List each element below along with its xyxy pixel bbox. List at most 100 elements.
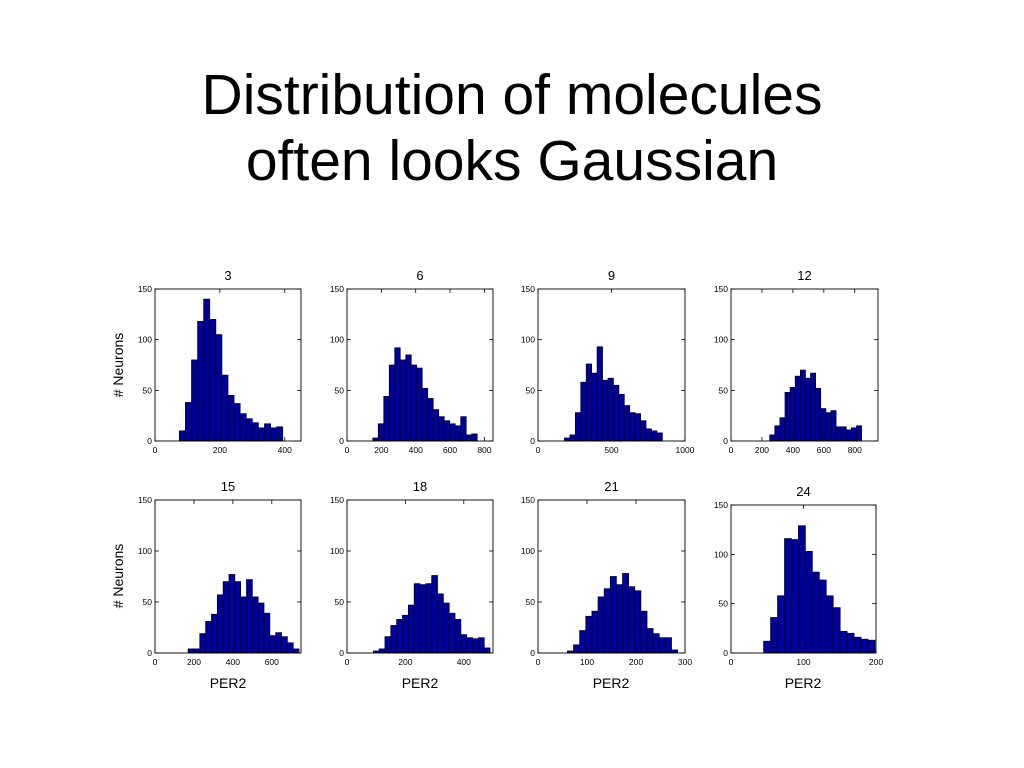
histogram-bar [407, 604, 415, 654]
panel-title: 3 [224, 268, 231, 283]
histogram-bar [203, 298, 211, 442]
histogram-bar [394, 347, 401, 442]
histogram-panel-3: 0 50 100 150 0 200 400 3 [138, 268, 302, 455]
y-tick-label: 100 [521, 335, 535, 345]
y-tick-label: 50 [719, 385, 729, 395]
histogram-bar [656, 432, 663, 442]
histogram-bar [228, 574, 236, 654]
histogram-bar [835, 426, 842, 442]
x-tick-label: 600 [817, 445, 831, 455]
histogram-bar [425, 583, 433, 654]
histogram-bar [264, 423, 271, 442]
histogram-bar [443, 602, 450, 654]
histogram-bar [483, 647, 491, 654]
histogram-bar [811, 571, 820, 654]
y-axis-label-row-1: # Neurons [110, 333, 126, 398]
histogram-bar [596, 346, 603, 442]
histogram-bar [839, 630, 848, 654]
histogram-bar [629, 412, 636, 442]
histogram-bar [805, 551, 813, 654]
histogram-bar [622, 573, 630, 654]
y-tick-label: 0 [147, 648, 152, 658]
histogram-bar [378, 648, 386, 654]
axes-box [537, 499, 686, 654]
histogram-bar [846, 632, 855, 654]
y-tick-label: 150 [138, 284, 152, 294]
histogram-bar [585, 615, 593, 654]
histogram-bar [251, 422, 259, 442]
histogram-bar [449, 423, 456, 442]
histogram-bar [438, 416, 445, 442]
histogram-bar [798, 525, 806, 654]
histogram-bar [613, 384, 620, 442]
histogram-bar [652, 633, 660, 654]
histogram-bar [640, 610, 648, 654]
histogram-bar [805, 377, 811, 442]
histogram-bar [211, 613, 218, 654]
histogram-bar [784, 392, 791, 442]
histogram-bar [416, 367, 423, 442]
histogram-bar [443, 420, 451, 442]
y-tick-label: 100 [714, 549, 728, 559]
x-tick-label: 0 [536, 657, 541, 667]
x-tick-label: 0 [729, 445, 734, 455]
y-tick-label: 50 [335, 597, 345, 607]
histogram-panel-21: 0 50 100 150 0 100 200 300 21 [521, 479, 693, 667]
y-tick-label: 150 [138, 495, 152, 505]
y-axis-label-row-2: # Neurons [110, 544, 126, 609]
y-tick-label: 150 [714, 500, 728, 510]
histogram-bar [616, 584, 623, 654]
x-tick-label: 200 [755, 445, 769, 455]
x-tick-label: 0 [153, 657, 158, 667]
histogram-panel-9: 0 50 100 150 0 500 1000 9 [521, 268, 695, 455]
histogram-bar [856, 425, 862, 442]
histogram-bar [465, 434, 473, 442]
histogram-bar [281, 636, 288, 654]
histogram-bar [233, 403, 241, 442]
histogram-bar [410, 364, 418, 442]
y-tick-label: 100 [330, 335, 344, 345]
histogram-bar [372, 437, 379, 442]
histogram-bar [579, 630, 587, 654]
histogram-bar [810, 372, 816, 442]
histogram-bar [628, 586, 636, 654]
histogram-bar [257, 602, 265, 654]
x-tick-label: 0 [729, 657, 734, 667]
x-tick-label: 400 [457, 657, 471, 667]
histogram-bar [437, 593, 444, 654]
histogram-bar [591, 372, 598, 442]
histogram-bar [427, 398, 434, 442]
x-tick-label: 600 [265, 657, 279, 667]
histogram-bar [197, 321, 205, 442]
y-tick-label: 0 [723, 648, 728, 658]
histogram-bar [634, 413, 641, 442]
histogram-bar [402, 614, 409, 654]
histogram-bar [269, 635, 277, 654]
histogram-bar [580, 381, 587, 442]
histogram-bar [777, 595, 785, 654]
histogram-bar [178, 430, 186, 442]
histogram-bar [794, 375, 801, 442]
histogram-panel-6: 0 50 100 150 0 200 400 600 800 6 [330, 268, 494, 455]
y-tick-label: 100 [330, 546, 344, 556]
y-tick-label: 0 [339, 436, 344, 446]
y-tick-label: 50 [335, 385, 345, 395]
histogram-bar [405, 354, 412, 442]
x-tick-label: 400 [409, 445, 423, 455]
histogram-bar [585, 363, 593, 442]
histogram-bar [399, 359, 407, 442]
histogram-bar [591, 610, 599, 654]
x-tick-label: 100 [580, 657, 594, 667]
histogram-bar [603, 588, 611, 654]
histogram-bar [246, 579, 253, 654]
axes-box [154, 499, 302, 654]
histogram-bar [671, 649, 679, 654]
y-tick-label: 0 [339, 648, 344, 658]
histogram-bar [187, 648, 195, 654]
histogram-bar [193, 648, 201, 654]
histogram-bar [390, 625, 397, 654]
histogram-bar [597, 596, 605, 654]
histogram-bar [251, 596, 259, 654]
y-tick-label: 0 [723, 436, 728, 446]
histogram-bar [769, 434, 776, 442]
